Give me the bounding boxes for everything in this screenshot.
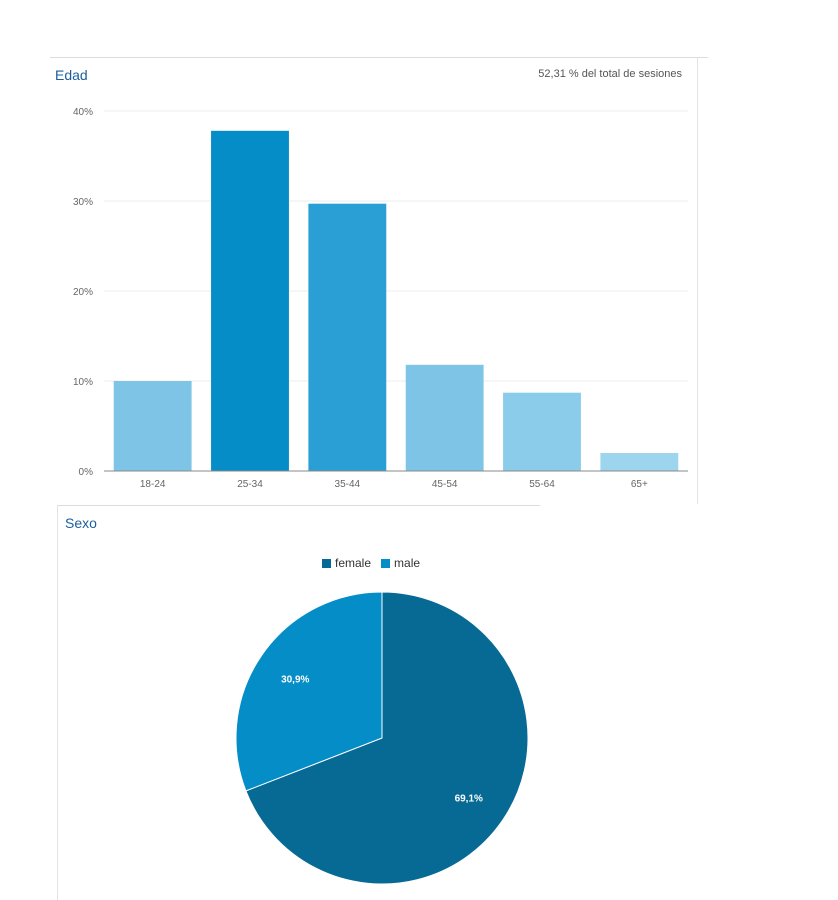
y-tick-label: 20%	[73, 287, 93, 298]
sexo-panel-left-border	[57, 505, 58, 900]
edad-panel	[50, 57, 708, 505]
x-tick-label: 18-24	[140, 479, 166, 490]
sexo-title: Sexo	[65, 515, 97, 531]
edad-subtitle: 52,31 % del total de sesiones	[538, 68, 682, 80]
pie-slice-female[interactable]	[245, 591, 529, 885]
legend-label-female: female	[335, 556, 372, 570]
legend-swatch-male	[381, 558, 391, 568]
pie-slice-male[interactable]	[235, 591, 383, 792]
x-tick-label: 55-64	[529, 479, 555, 490]
bar-35-44[interactable]	[308, 203, 387, 471]
bar-18-24[interactable]	[113, 381, 192, 471]
y-tick-label: 10%	[73, 377, 93, 388]
x-tick-label: 35-44	[335, 479, 361, 490]
legend-swatch-female	[322, 558, 331, 568]
bar-25-34[interactable]	[211, 130, 289, 472]
bar-65+[interactable]	[600, 453, 679, 471]
bar-45-54[interactable]	[405, 364, 484, 471]
x-tick-label: 65+	[631, 479, 648, 490]
pie-legend: female male	[322, 556, 420, 570]
legend-item-male[interactable]: male	[381, 556, 420, 570]
edad-title: Edad	[55, 67, 88, 83]
y-tick-label: 30%	[73, 197, 93, 208]
edad-panel-border	[697, 57, 698, 504]
age-bar-chart: 0% 10% 20% 30% 40% 18-24 25-34 35-44 45-54 55-64 6…	[73, 107, 688, 490]
bar-55-64[interactable]	[503, 392, 581, 471]
y-tick-label: 40%	[73, 107, 93, 118]
legend-item-female[interactable]: female	[322, 556, 371, 570]
legend-label-male: male	[394, 556, 421, 570]
x-tick-label: 25-34	[237, 479, 263, 490]
sexo-panel-top-border	[57, 505, 540, 506]
x-tick-label: 45-54	[432, 479, 458, 490]
y-tick-label: 0%	[79, 467, 94, 478]
